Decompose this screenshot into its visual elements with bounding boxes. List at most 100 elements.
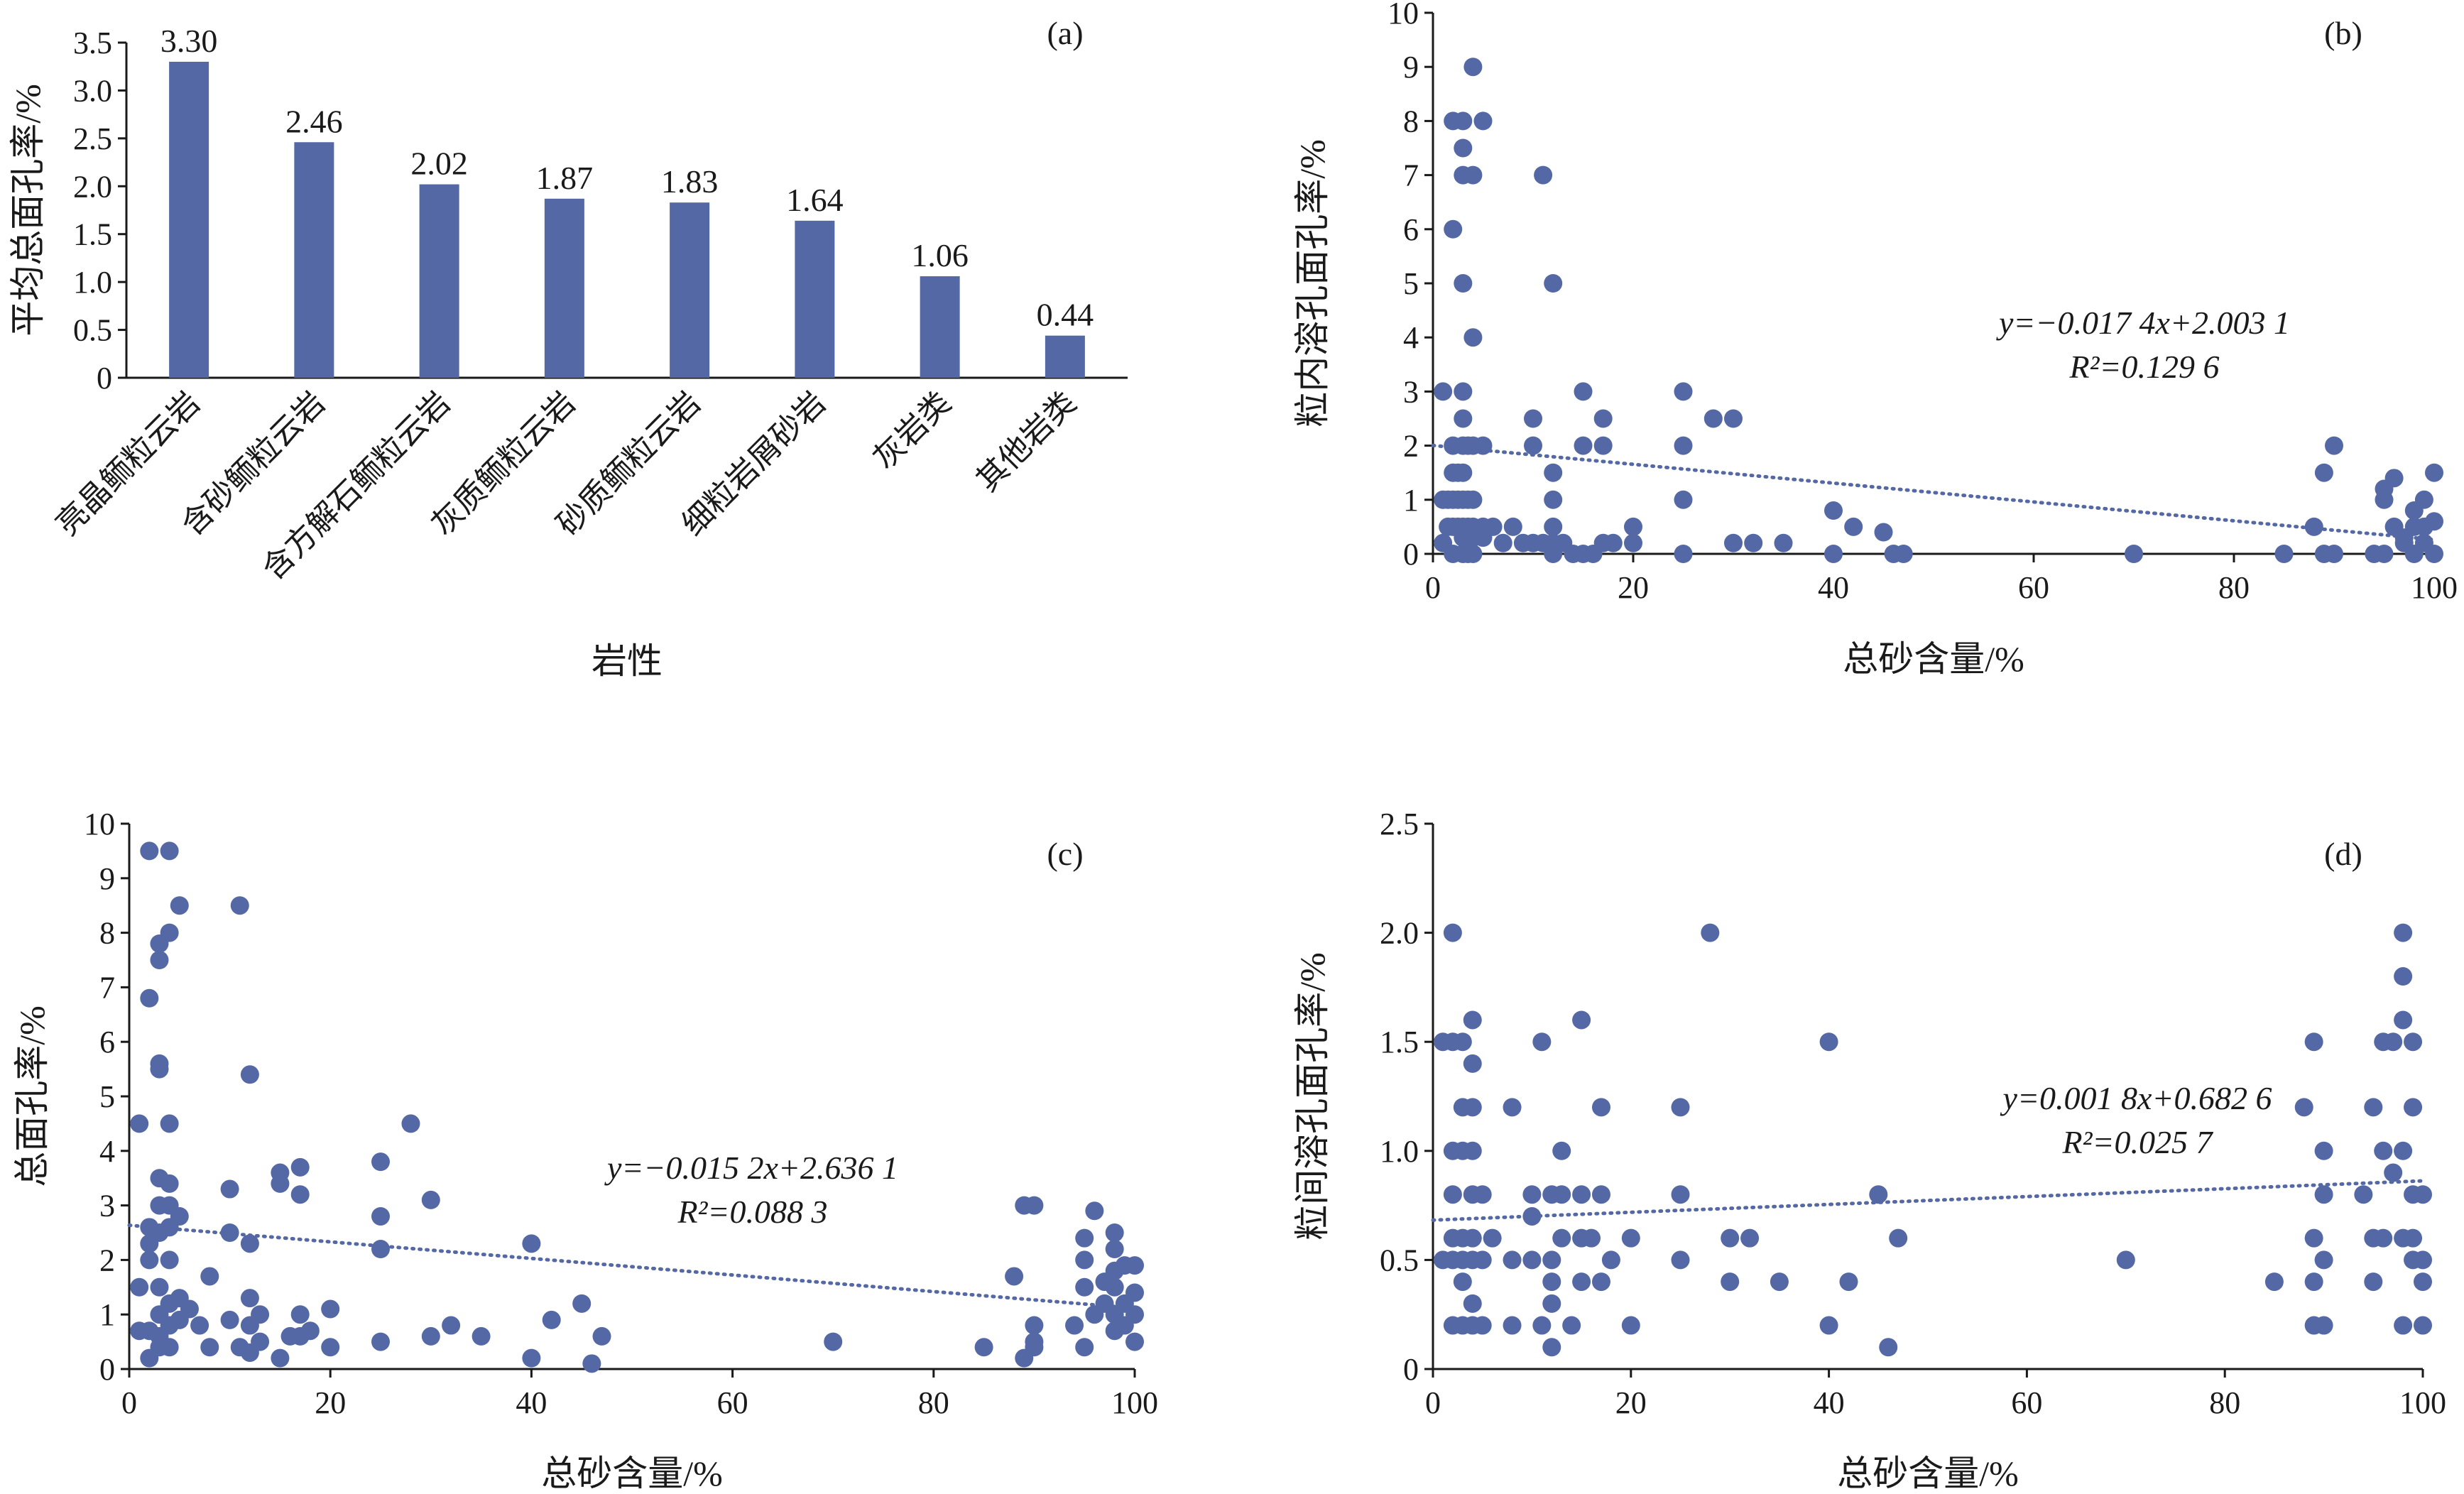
scatter-point — [2314, 1250, 2333, 1270]
scatter-point — [2414, 1185, 2432, 1204]
y-tick-label: 3 — [99, 1189, 115, 1223]
y-tick-label: 2 — [99, 1243, 115, 1277]
scatter-point — [1574, 436, 1593, 455]
scatter-point — [160, 1250, 179, 1270]
scatter-point — [1879, 1338, 1898, 1357]
scatter-point — [1824, 501, 1843, 520]
bar-value-label: 2.46 — [285, 103, 343, 139]
scatter-point — [140, 1250, 159, 1270]
scatter-point — [371, 1240, 390, 1259]
scatter-point — [2314, 1141, 2333, 1160]
scatter-point — [1434, 382, 1453, 401]
scatter-point — [2404, 1228, 2423, 1248]
scatter-point — [1721, 1272, 1740, 1292]
scatter-point — [1483, 1228, 1502, 1248]
scatter-point — [271, 1163, 290, 1182]
scatter-point — [200, 1267, 219, 1286]
r-squared-label: R²=0.088 3 — [677, 1194, 828, 1230]
scatter-point — [1503, 1316, 1522, 1335]
y-tick-label: 0 — [99, 1352, 115, 1387]
scatter-point — [2394, 1141, 2413, 1160]
y-tick-label: 1.5 — [73, 217, 112, 252]
y-axis-title: 粒内溶孔面孔率/% — [1292, 139, 1332, 427]
y-tick-label: 1 — [99, 1297, 115, 1332]
scatter-point — [1591, 1272, 1610, 1292]
bar — [920, 276, 960, 378]
scatter-point — [1444, 219, 1463, 239]
scatter-point — [2274, 545, 2294, 563]
scatter-point — [2364, 1272, 2383, 1292]
scatter-point — [220, 1179, 239, 1199]
scatter-point — [240, 1289, 259, 1308]
x-tick-label: 0 — [1425, 1385, 1441, 1420]
scatter-point — [1774, 533, 1793, 552]
scatter-point — [1463, 165, 1483, 185]
bar — [795, 220, 835, 378]
scatter-point — [1105, 1277, 1124, 1297]
y-tick-label: 8 — [1403, 104, 1419, 138]
r-squared-label: R²=0.129 6 — [2069, 349, 2220, 385]
bar — [544, 198, 584, 378]
y-tick-label: 0.5 — [73, 313, 112, 348]
scatter-point — [1674, 545, 1693, 563]
scatter-point — [1125, 1305, 1144, 1324]
scatter-point — [1522, 1250, 1542, 1270]
scatter-point — [1454, 138, 1473, 158]
y-tick-label: 4 — [1403, 320, 1419, 355]
y-tick-label: 0 — [97, 361, 112, 396]
scatter-point — [2294, 1098, 2313, 1117]
scatter-point — [421, 1326, 440, 1346]
scatter-point — [1075, 1250, 1094, 1270]
scatter-point — [2304, 517, 2323, 536]
regression-equation: y=−0.017 4x+2.003 1 — [1996, 305, 2290, 341]
scatter-point — [1463, 545, 1483, 563]
x-tick-label: 20 — [1615, 1385, 1647, 1420]
y-tick-label: 3.5 — [73, 26, 112, 60]
scatter-point — [1674, 436, 1693, 455]
y-tick-label: 7 — [1403, 158, 1419, 193]
scatter-point — [2414, 490, 2433, 509]
scatter-point — [582, 1354, 601, 1373]
scatter-point — [1463, 328, 1483, 347]
scatter-point — [2325, 545, 2343, 563]
scatter-point — [1534, 165, 1553, 185]
panel-tag: (a) — [1047, 15, 1083, 51]
scatter-point — [371, 1206, 390, 1226]
scatter-point — [592, 1326, 611, 1346]
scatter-point — [180, 1299, 199, 1319]
scatter-point — [1463, 1141, 1482, 1160]
scatter-point — [1075, 1228, 1094, 1248]
y-axis-title: 粒间溶孔面孔率/% — [1292, 952, 1332, 1241]
panel-tag: (c) — [1047, 836, 1083, 872]
scatter-point — [1591, 1185, 1610, 1204]
scatter-point — [2394, 1316, 2413, 1335]
scatter-point — [2304, 1032, 2323, 1052]
scatter-point — [1453, 1272, 1472, 1292]
x-tick-label: 80 — [2209, 1385, 2240, 1420]
scatter-point — [1591, 1098, 1610, 1117]
x-tick-label: 40 — [1814, 1385, 1845, 1420]
scatter-point — [170, 1206, 189, 1226]
scatter-point — [1105, 1240, 1124, 1259]
scatter-point — [542, 1310, 561, 1329]
scatter-point — [1125, 1256, 1144, 1275]
scatter-point — [1075, 1338, 1094, 1357]
scatter-point — [974, 1338, 993, 1357]
scatter-point — [220, 1310, 239, 1329]
regression-equation: y=−0.015 2x+2.636 1 — [604, 1150, 898, 1186]
scatter-point — [1839, 1272, 1858, 1292]
scatter-point — [2404, 1032, 2423, 1052]
y-tick-label: 5 — [1403, 266, 1419, 301]
scatter-point — [1454, 274, 1473, 293]
scatter-point — [2414, 1250, 2432, 1270]
scatter-point — [1601, 1250, 1620, 1270]
x-tick-label: 0 — [1425, 570, 1441, 605]
y-tick-label: 8 — [99, 916, 115, 951]
scatter-point — [1552, 1228, 1571, 1248]
chart-panel-c: (c) 0 1 2 3 4 5 6 7 8 9 10 总面孔率/% 0 20 40 60 80 100 y=−0.01… — [12, 807, 1158, 1493]
scatter-point — [2314, 1316, 2333, 1335]
scatter-point — [1025, 1316, 1044, 1335]
scatter-point — [1593, 409, 1613, 428]
scatter-point — [1703, 409, 1723, 428]
